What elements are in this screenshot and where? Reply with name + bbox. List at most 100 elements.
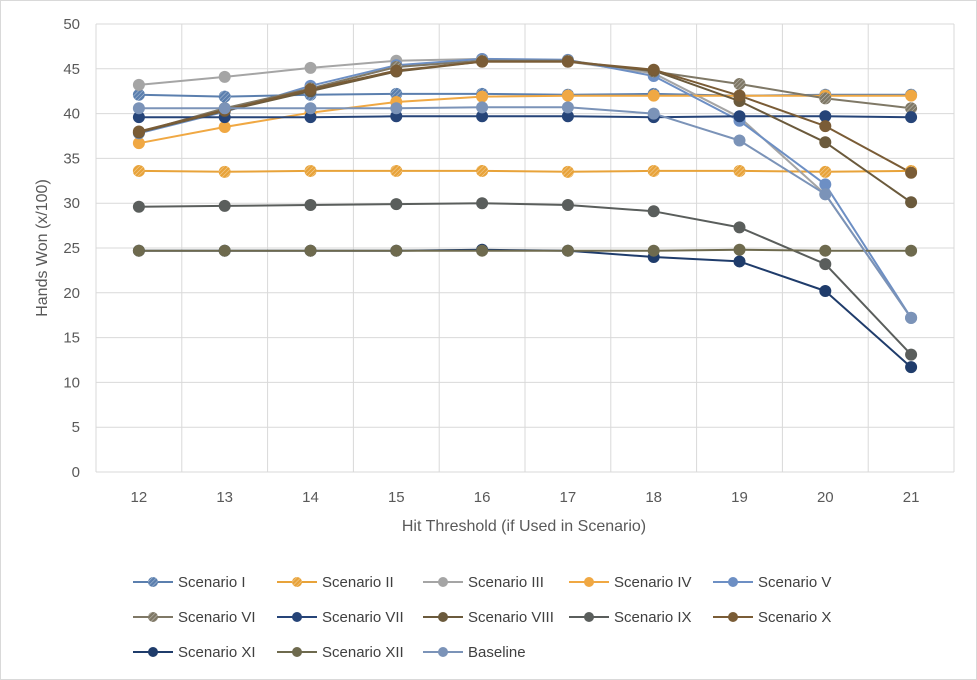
legend-marker	[438, 647, 448, 657]
data-point	[304, 244, 317, 257]
data-point	[561, 55, 574, 68]
legend-item: Scenario XI	[133, 644, 256, 661]
data-point	[304, 198, 317, 211]
data-point	[390, 198, 403, 211]
y-tick-label: 40	[63, 106, 80, 123]
y-tick-label: 30	[63, 195, 80, 212]
legend-marker	[438, 577, 448, 587]
data-point	[561, 89, 574, 102]
legend-label: Scenario VII	[322, 609, 404, 626]
data-point	[476, 244, 489, 257]
data-point	[132, 200, 145, 213]
legend-marker	[584, 612, 594, 622]
y-tick-label: 5	[72, 419, 80, 436]
data-point-hatch	[132, 88, 145, 101]
data-point	[819, 110, 832, 123]
legend-label: Scenario X	[758, 609, 831, 626]
legend-marker	[292, 647, 302, 657]
data-point	[647, 244, 660, 257]
legend: Scenario I Scenario II Scenario III Scenari…	[133, 574, 831, 661]
x-tick-label: 16	[474, 489, 491, 506]
data-point	[647, 107, 660, 120]
data-point	[733, 243, 746, 256]
series-line-9	[138, 202, 912, 356]
data-point	[390, 102, 403, 115]
data-point	[390, 244, 403, 257]
legend-marker-hatch	[148, 577, 158, 587]
data-point	[476, 90, 489, 103]
data-point	[819, 188, 832, 201]
data-point	[132, 102, 145, 115]
legend-marker	[292, 612, 302, 622]
data-point	[819, 178, 832, 191]
series-line-4	[138, 94, 912, 145]
legend-label: Scenario V	[758, 574, 831, 591]
data-point	[218, 121, 231, 134]
data-point	[733, 221, 746, 234]
series-line-10	[138, 60, 912, 174]
legend-marker	[148, 647, 158, 657]
data-point-hatch	[476, 164, 489, 177]
x-tick-label: 18	[645, 489, 662, 506]
y-tick-label: 20	[63, 285, 80, 302]
series-line-2	[138, 169, 912, 173]
legend-item: Scenario IX	[569, 609, 692, 626]
legend-label: Scenario IV	[614, 574, 692, 591]
legend-item: Scenario VIII	[423, 609, 554, 626]
x-tick-label: 21	[903, 489, 920, 506]
data-point	[476, 110, 489, 123]
series-line-7	[138, 115, 912, 119]
data-point	[905, 244, 918, 257]
x-tick-label: 13	[216, 489, 233, 506]
legend-item: Scenario VII	[277, 609, 404, 626]
legend-item: Scenario II	[277, 574, 394, 591]
data-point	[905, 196, 918, 209]
data-point	[304, 61, 317, 74]
y-tick-label: 0	[72, 464, 80, 481]
data-point	[905, 348, 918, 361]
data-point	[733, 110, 746, 123]
data-point	[905, 311, 918, 324]
legend-label: Scenario VI	[178, 609, 256, 626]
data-point-hatch	[218, 90, 231, 103]
data-point	[476, 197, 489, 210]
data-point	[218, 102, 231, 115]
y-axis-title: Hands Won (x/100)	[34, 179, 51, 317]
data-point-hatch	[561, 165, 574, 178]
data-point-hatch	[304, 164, 317, 177]
legend-item: Scenario VI	[133, 609, 256, 626]
y-tick-label: 15	[63, 330, 80, 347]
data-point	[905, 89, 918, 102]
y-tick-label: 35	[63, 150, 80, 167]
data-point	[304, 102, 317, 115]
legend-marker	[584, 577, 594, 587]
series-lines	[138, 57, 912, 368]
data-point	[819, 285, 832, 298]
data-point	[304, 111, 317, 124]
legend-label: Scenario II	[322, 574, 394, 591]
data-point	[819, 258, 832, 271]
data-point	[132, 125, 145, 138]
data-point	[304, 83, 317, 96]
data-point-hatch	[647, 164, 660, 177]
data-point	[905, 111, 918, 124]
data-point	[561, 101, 574, 114]
data-point	[476, 101, 489, 114]
y-tick-label: 45	[63, 61, 80, 78]
data-point	[819, 136, 832, 149]
legend-item: Scenario X	[713, 609, 831, 626]
data-point-hatch	[819, 92, 832, 105]
data-point-hatch	[819, 165, 832, 178]
data-point	[218, 244, 231, 257]
x-tick-label: 12	[131, 489, 148, 506]
legend-item: Scenario III	[423, 574, 544, 591]
data-point	[132, 244, 145, 257]
data-point-hatch	[218, 165, 231, 178]
legend-item: Scenario XII	[277, 644, 404, 661]
legend-marker	[438, 612, 448, 622]
legend-label: Baseline	[468, 644, 526, 661]
data-point	[905, 361, 918, 374]
legend-label: Scenario I	[178, 574, 246, 591]
y-tick-labels: 0 5 10 15 20 25 30 35 40 45 50	[63, 16, 80, 481]
